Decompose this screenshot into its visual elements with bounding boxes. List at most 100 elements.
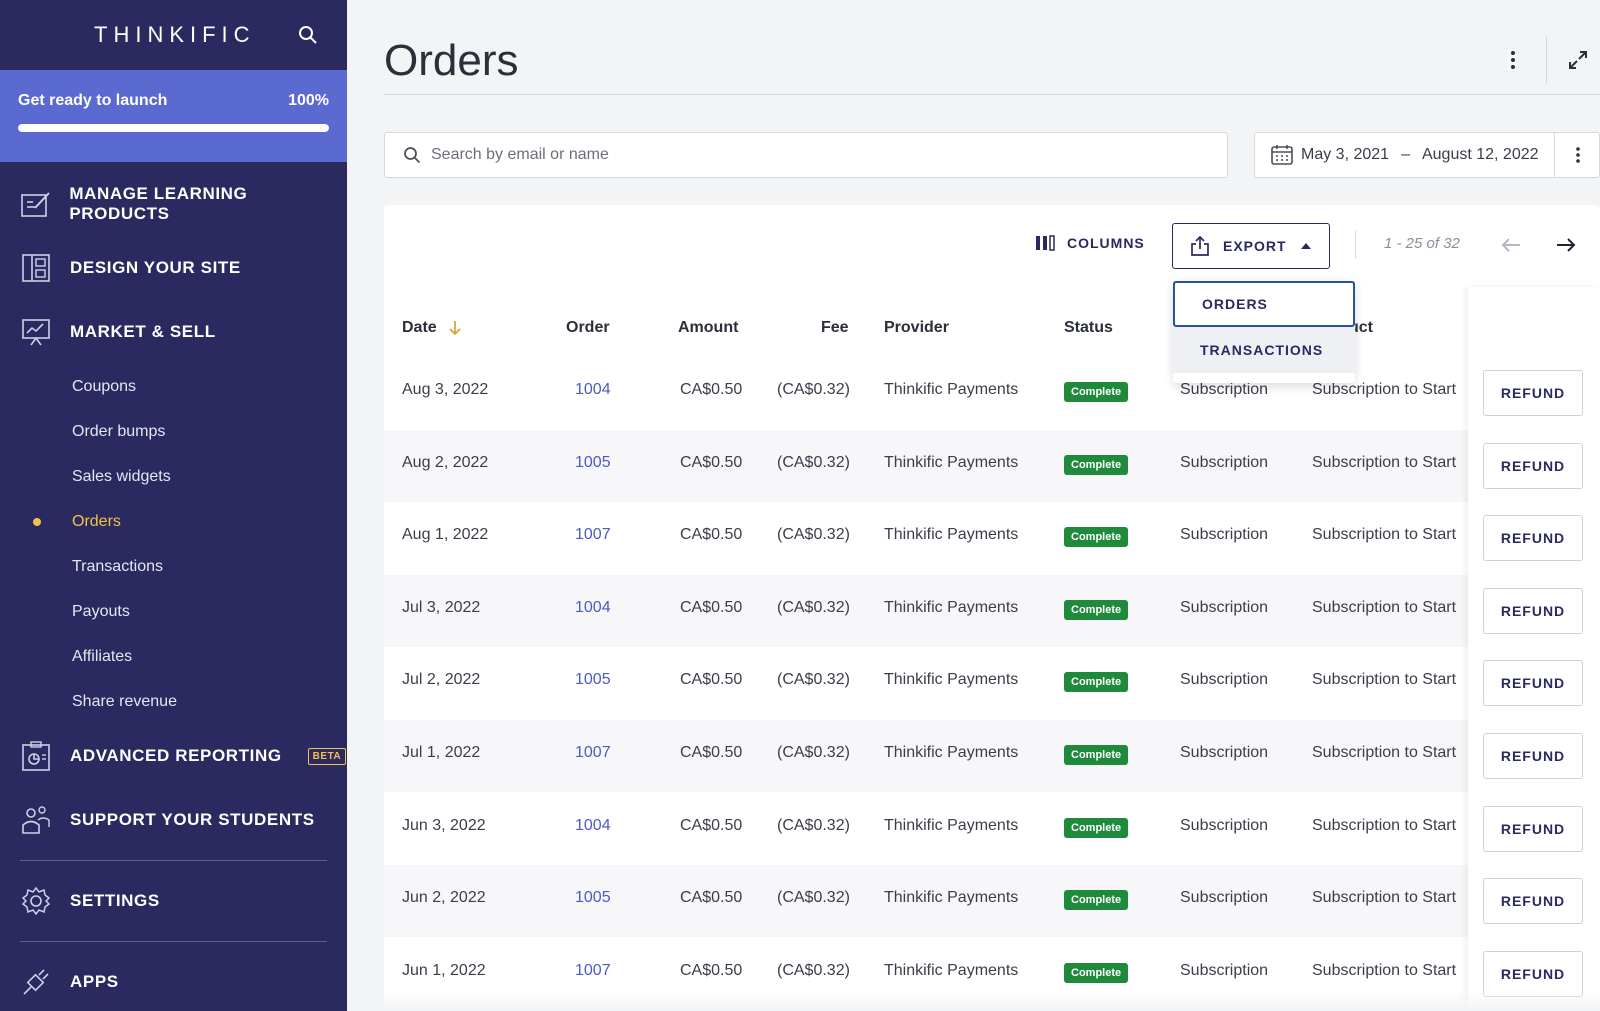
- date-options-button[interactable]: [1554, 132, 1600, 178]
- sidebar: THINKIFIC Get ready to launch 100% MANAG…: [0, 0, 347, 1011]
- cell-amount: CA$0.50: [680, 671, 743, 688]
- sidebar-item-apps[interactable]: APPS: [0, 950, 347, 1011]
- refund-button[interactable]: REFUND: [1483, 878, 1583, 924]
- sort-descending-arrow-icon: [449, 321, 461, 336]
- previous-page-arrow-icon[interactable]: [1499, 233, 1523, 257]
- cell-provider: Thinkific Payments: [884, 381, 1019, 398]
- cell-amount: CA$0.50: [680, 526, 743, 543]
- calendar-icon: [1271, 145, 1293, 165]
- status-badge: Complete: [1064, 382, 1129, 402]
- cell-order-link[interactable]: 1005: [575, 671, 611, 688]
- sidebar-item-label: APPS: [70, 972, 119, 991]
- launch-progress-panel[interactable]: Get ready to launch 100%: [0, 70, 347, 162]
- table-row: Aug 3, 2022 1004 CA$0.50 (CA$0.32) Thinkific…: [384, 357, 1600, 429]
- cell-order-link[interactable]: 1004: [575, 817, 611, 834]
- sidebar-subitem-order-bumps[interactable]: Order bumps: [72, 422, 166, 440]
- date-range-picker[interactable]: May 3, 2021 – August 12, 2022: [1254, 132, 1600, 178]
- sidebar-item-label: MARKET & SELL: [70, 322, 216, 341]
- cell-type: Subscription: [1180, 599, 1269, 616]
- cell-type: Subscription: [1180, 744, 1269, 761]
- status-badge: Complete: [1064, 890, 1129, 910]
- cell-product: Subscription to Start: [1312, 381, 1457, 398]
- sidebar-item-market-sell[interactable]: MARKET & SELL: [0, 300, 347, 364]
- cell-order-link[interactable]: 1007: [575, 962, 611, 979]
- refund-button[interactable]: REFUND: [1483, 733, 1583, 779]
- export-option-orders[interactable]: ORDERS: [1173, 281, 1355, 327]
- cell-order-link[interactable]: 1007: [575, 526, 611, 543]
- date-separator: –: [1401, 146, 1410, 163]
- cell-product: Subscription to Start: [1312, 454, 1457, 471]
- refund-button[interactable]: REFUND: [1483, 588, 1583, 634]
- cell-order-link[interactable]: 1005: [575, 889, 611, 906]
- cell-order-link[interactable]: 1004: [575, 599, 611, 616]
- thinkific-logo[interactable]: THINKIFIC: [94, 22, 256, 47]
- cell-provider: Thinkific Payments: [884, 599, 1019, 616]
- cell-product: Subscription to Start: [1312, 599, 1457, 616]
- refund-button[interactable]: REFUND: [1483, 806, 1583, 852]
- refund-button[interactable]: REFUND: [1483, 370, 1583, 416]
- cell-date: Jul 3, 2022: [402, 599, 481, 616]
- refund-button[interactable]: REFUND: [1483, 515, 1583, 561]
- column-header-provider[interactable]: Provider: [884, 319, 949, 336]
- sidebar-item-settings[interactable]: SETTINGS: [0, 869, 347, 933]
- cell-order-link[interactable]: 1005: [575, 454, 611, 471]
- cell-order-link[interactable]: 1007: [575, 744, 611, 761]
- sidebar-item-label: MANAGE LEARNING PRODUCTS: [69, 184, 248, 223]
- edit-icon: [20, 188, 51, 220]
- search-input[interactable]: [431, 146, 1211, 164]
- column-header-status[interactable]: Status: [1064, 319, 1113, 336]
- refund-button[interactable]: REFUND: [1483, 660, 1583, 706]
- sidebar-subitem-coupons[interactable]: Coupons: [72, 377, 137, 395]
- status-badge: Complete: [1064, 745, 1129, 765]
- sidebar-header: THINKIFIC: [0, 0, 347, 70]
- sidebar-subitem-affiliates[interactable]: Affiliates: [72, 647, 133, 665]
- sidebar-item-manage-learning-products[interactable]: MANAGE LEARNING PRODUCTS: [0, 172, 347, 236]
- kebab-menu-icon[interactable]: [1505, 50, 1521, 70]
- cell-type: Subscription: [1180, 526, 1269, 543]
- table-row: Aug 2, 2022 1005 CA$0.50 (CA$0.32) Thinkific…: [384, 430, 1600, 502]
- sidebar-divider: [20, 941, 327, 942]
- expand-icon[interactable]: [1568, 50, 1588, 70]
- cell-type: Subscription: [1180, 962, 1269, 979]
- cell-amount: CA$0.50: [680, 962, 743, 979]
- cell-provider: Thinkific Payments: [884, 454, 1019, 471]
- sidebar-item-label: SETTINGS: [70, 891, 160, 910]
- cell-date: Jun 1, 2022: [402, 962, 486, 979]
- column-header-date[interactable]: Date: [402, 319, 461, 337]
- sidebar-subitem-orders[interactable]: Orders: [0, 499, 347, 544]
- table-row: Jun 1, 2022 1007 CA$0.50 (CA$0.32) Thinkific…: [384, 938, 1600, 1010]
- next-page-arrow-icon[interactable]: [1554, 233, 1578, 257]
- sidebar-subitem-sales-widgets[interactable]: Sales widgets: [72, 467, 171, 485]
- export-button[interactable]: EXPORT: [1172, 223, 1330, 269]
- column-header-fee[interactable]: Fee: [821, 319, 849, 336]
- sidebar-subitem-share-revenue[interactable]: Share revenue: [72, 692, 177, 710]
- cell-order-link[interactable]: 1004: [575, 381, 611, 398]
- cell-provider: Thinkific Payments: [884, 962, 1019, 979]
- sidebar-item-design-your-site[interactable]: DESIGN YOUR SITE: [0, 236, 347, 300]
- search-icon[interactable]: [298, 25, 318, 45]
- sidebar-item-label: ADVANCED REPORTING: [70, 746, 282, 765]
- sidebar-item-advanced-reporting[interactable]: ADVANCED REPORTING BETA: [0, 724, 347, 788]
- search-bar[interactable]: [384, 132, 1228, 178]
- table-row: Aug 1, 2022 1007 CA$0.50 (CA$0.32) Thinkific…: [384, 502, 1600, 574]
- cell-amount: CA$0.50: [680, 381, 743, 398]
- refund-button[interactable]: REFUND: [1483, 443, 1583, 489]
- status-badge: Complete: [1064, 600, 1129, 620]
- status-badge: Complete: [1064, 818, 1129, 838]
- export-option-transactions[interactable]: TRANSACTIONS: [1173, 327, 1355, 373]
- sidebar-item-label: SUPPORT YOUR STUDENTS: [70, 810, 315, 829]
- sidebar-subitem-payouts[interactable]: Payouts: [72, 602, 130, 620]
- cell-date: Aug 1, 2022: [402, 526, 489, 543]
- columns-button[interactable]: COLUMNS: [1035, 232, 1145, 254]
- gear-icon: [20, 885, 52, 917]
- sidebar-subitem-transactions[interactable]: Transactions: [72, 557, 163, 575]
- sidebar-divider: [20, 860, 327, 861]
- launch-label: Get ready to launch: [18, 92, 168, 109]
- column-header-product[interactable]: uct: [1349, 319, 1373, 336]
- cell-fee: (CA$0.32): [777, 454, 850, 471]
- column-header-amount[interactable]: Amount: [678, 319, 739, 336]
- cell-amount: CA$0.50: [680, 599, 743, 616]
- sidebar-item-support-your-students[interactable]: SUPPORT YOUR STUDENTS: [0, 788, 347, 852]
- column-header-order[interactable]: Order: [566, 319, 610, 336]
- launch-progress-bar: [18, 124, 329, 132]
